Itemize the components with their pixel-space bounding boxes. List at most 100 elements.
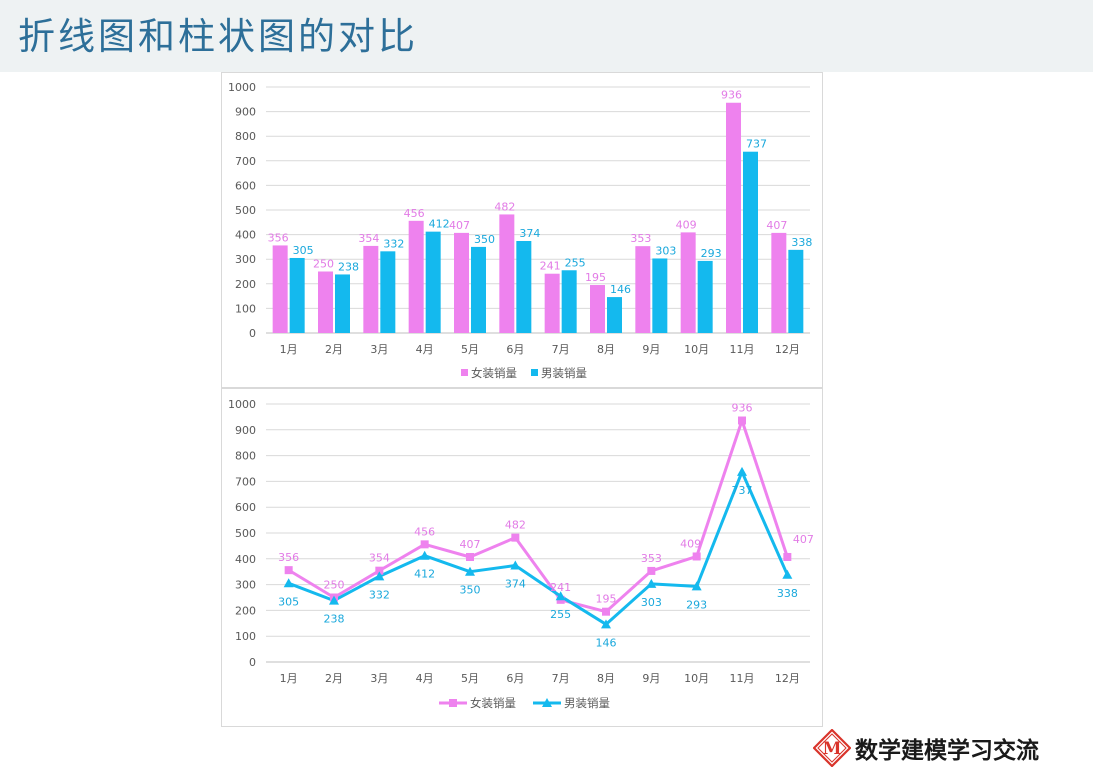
- bar-womens: [454, 232, 469, 333]
- bar-data-label: 241: [540, 260, 561, 273]
- bar-data-label: 456: [404, 207, 425, 220]
- bar-mens: [335, 274, 350, 333]
- line-data-label: 293: [686, 598, 707, 611]
- line-legend-marker: [542, 698, 552, 707]
- bar-y-tick-label: 800: [235, 130, 256, 143]
- bar-data-label: 350: [474, 233, 495, 246]
- line-data-label: 936: [732, 402, 753, 415]
- brand-logo: M 数学建模学习交流: [813, 728, 1088, 768]
- bar-mens: [697, 260, 713, 333]
- bar-data-label: 250: [313, 258, 334, 271]
- bar-womens: [590, 285, 605, 333]
- line-data-label: 146: [596, 636, 617, 649]
- line-point-mens: [283, 578, 294, 588]
- line-point-mens: [374, 571, 385, 581]
- bar-data-label: 412: [429, 218, 450, 231]
- bar-data-label: 356: [268, 231, 289, 244]
- page-title: 折线图和柱状图的对比: [18, 15, 418, 58]
- line-x-tick-label: 8月: [597, 672, 615, 685]
- bar-legend-label: 女装销量: [471, 366, 517, 380]
- bar-data-label: 293: [701, 247, 722, 260]
- bar-data-label: 338: [791, 236, 812, 249]
- line-data-label: 354: [369, 552, 390, 565]
- bar-womens: [499, 214, 515, 333]
- bar-legend-swatch: [461, 369, 468, 376]
- line-x-tick-label: 9月: [642, 672, 660, 685]
- line-data-label: 482: [505, 519, 526, 532]
- line-point-womens: [420, 540, 429, 549]
- line-legend-label: 男装销量: [564, 696, 610, 710]
- line-point-mens: [646, 578, 657, 588]
- bar-y-tick-label: 500: [235, 204, 256, 217]
- bar-x-tick-label: 6月: [506, 343, 524, 356]
- bar-data-label: 407: [766, 219, 787, 232]
- line-x-tick-label: 6月: [506, 672, 524, 685]
- line-data-label: 356: [278, 551, 299, 564]
- line-data-label: 412: [414, 568, 435, 581]
- bar-womens: [726, 102, 741, 333]
- bar-y-tick-label: 0: [249, 327, 256, 340]
- line-point-womens: [738, 416, 746, 425]
- m-logo-icon: M: [813, 729, 851, 767]
- line-data-label: 332: [369, 588, 390, 601]
- bar-data-label: 482: [494, 200, 515, 213]
- line-point-mens: [510, 560, 521, 570]
- line-y-tick-label: 800: [235, 450, 256, 463]
- line-data-label: 374: [505, 578, 526, 591]
- line-x-tick-label: 4月: [416, 672, 434, 685]
- bar-y-tick-label: 300: [235, 253, 256, 266]
- line-data-label: 241: [550, 581, 571, 594]
- bar-x-tick-label: 8月: [597, 343, 615, 356]
- bar-womens: [771, 232, 787, 333]
- bar-y-tick-label: 600: [235, 179, 256, 192]
- bar-data-label: 374: [519, 227, 540, 240]
- bar-mens: [743, 151, 758, 333]
- bar-data-label: 146: [610, 283, 631, 296]
- bar-data-label: 407: [449, 219, 470, 232]
- bar-data-label: 255: [565, 256, 586, 269]
- bar-mens: [652, 258, 668, 333]
- line-data-label: 238: [324, 613, 345, 626]
- line-y-tick-label: 100: [235, 630, 256, 643]
- line-chart-svg: 0 100 200 300 400 500 600 700 800 900 1000 1月 2月 3月 4月…: [228, 398, 814, 710]
- bar-data-label: 354: [358, 232, 379, 245]
- bar-womens: [318, 271, 333, 333]
- line-point-mens: [782, 569, 793, 579]
- line-chart: 0 100 200 300 400 500 600 700 800 900 1000 1月 2月 3月 4月…: [221, 388, 823, 727]
- bar-y-tick-label: 900: [235, 106, 256, 119]
- line-point-mens: [465, 566, 475, 576]
- line-point-mens: [555, 591, 566, 601]
- bar-womens: [680, 232, 696, 333]
- line-y-tick-label: 200: [235, 604, 256, 617]
- line-y-tick-label: 700: [235, 475, 256, 488]
- bar-x-tick-label: 4月: [416, 343, 434, 356]
- bar-x-tick-label: 9月: [642, 343, 660, 356]
- bar-mens: [788, 249, 804, 333]
- line-point-womens: [466, 552, 474, 561]
- bar-x-tick-label: 5月: [461, 343, 479, 356]
- bar-chart-svg: 0 100 200 300 400 500 600 700 800 900 1000 1月 356 305…: [228, 81, 812, 380]
- line-series-womens: [287, 419, 789, 614]
- bar-legend-label: 男装销量: [541, 366, 587, 380]
- line-point-mens: [601, 619, 611, 629]
- line-legend-marker: [449, 699, 457, 707]
- bar-data-label: 353: [630, 232, 651, 245]
- bar-mens: [516, 240, 532, 333]
- line-legend-label: 女装销量: [470, 696, 516, 710]
- line-data-label: 407: [460, 538, 481, 551]
- line-data-label: 456: [414, 525, 435, 538]
- line-x-tick-label: 10月: [684, 672, 709, 685]
- line-x-tick-label: 3月: [370, 672, 388, 685]
- line-data-label: 255: [550, 608, 571, 621]
- line-y-tick-label: 400: [235, 553, 256, 566]
- bar-y-tick-label: 200: [235, 278, 256, 291]
- bar-data-label: 303: [655, 244, 676, 257]
- line-y-tick-label: 900: [235, 424, 256, 437]
- line-x-tick-label: 12月: [775, 672, 800, 685]
- bar-x-tick-label: 11月: [730, 343, 755, 356]
- bar-mens: [471, 246, 486, 333]
- bar-womens: [544, 273, 560, 333]
- line-x-tick-label: 2月: [325, 672, 343, 685]
- line-point-womens: [284, 566, 293, 575]
- bar-data-label: 936: [721, 89, 742, 102]
